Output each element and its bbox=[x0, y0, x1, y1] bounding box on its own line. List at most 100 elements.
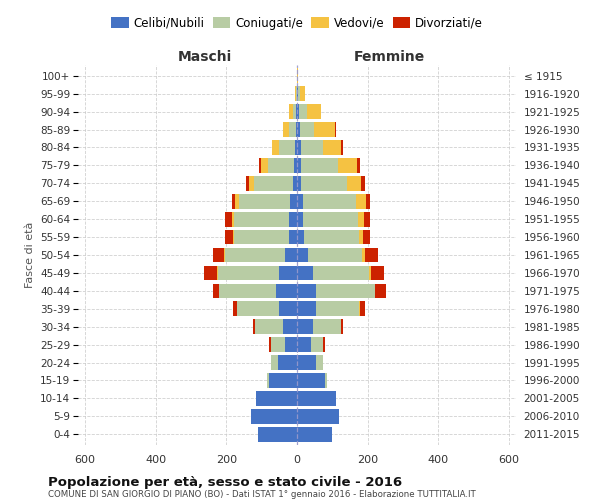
Bar bbox=[268, 158, 294, 172]
Bar bbox=[280, 140, 295, 155]
Bar bbox=[296, 122, 297, 137]
Bar bbox=[311, 338, 323, 352]
Bar bbox=[224, 248, 284, 262]
Bar bbox=[364, 212, 370, 226]
Bar bbox=[269, 338, 271, 352]
Bar bbox=[289, 230, 297, 244]
Bar bbox=[297, 194, 302, 208]
Bar bbox=[284, 248, 297, 262]
Bar bbox=[280, 302, 297, 316]
Y-axis label: Fasce di età: Fasce di età bbox=[25, 222, 35, 288]
Bar bbox=[233, 302, 236, 316]
Bar bbox=[366, 194, 370, 208]
Bar bbox=[361, 176, 365, 190]
Bar bbox=[278, 355, 297, 370]
Bar bbox=[365, 248, 377, 262]
Bar bbox=[316, 302, 359, 316]
Bar bbox=[362, 248, 365, 262]
Bar bbox=[297, 373, 325, 388]
Legend: Celibi/Nubili, Coniugati/e, Vedovi/e, Divorziati/e: Celibi/Nubili, Coniugati/e, Vedovi/e, Di… bbox=[106, 12, 488, 34]
Bar bbox=[254, 176, 293, 190]
Bar bbox=[314, 122, 335, 137]
Bar bbox=[235, 194, 239, 208]
Bar bbox=[335, 122, 336, 137]
Bar bbox=[248, 176, 254, 190]
Bar bbox=[356, 194, 366, 208]
Bar bbox=[297, 140, 301, 155]
Bar bbox=[283, 320, 297, 334]
Bar bbox=[297, 158, 301, 172]
Bar bbox=[232, 212, 235, 226]
Bar bbox=[301, 158, 338, 172]
Bar bbox=[260, 158, 268, 172]
Bar bbox=[308, 248, 362, 262]
Bar bbox=[295, 86, 296, 101]
Bar bbox=[341, 140, 343, 155]
Bar bbox=[297, 320, 313, 334]
Bar bbox=[313, 320, 341, 334]
Bar bbox=[218, 266, 280, 280]
Bar bbox=[213, 248, 224, 262]
Bar bbox=[300, 86, 305, 101]
Bar bbox=[205, 266, 217, 280]
Bar bbox=[293, 176, 297, 190]
Bar bbox=[297, 176, 301, 190]
Bar bbox=[299, 104, 307, 119]
Bar bbox=[235, 212, 289, 226]
Bar bbox=[376, 284, 386, 298]
Bar bbox=[233, 230, 235, 244]
Bar bbox=[297, 104, 299, 119]
Bar bbox=[271, 355, 278, 370]
Bar bbox=[370, 266, 371, 280]
Bar bbox=[225, 212, 232, 226]
Bar bbox=[269, 373, 297, 388]
Bar bbox=[297, 338, 311, 352]
Bar bbox=[297, 248, 308, 262]
Bar bbox=[297, 266, 313, 280]
Bar bbox=[316, 355, 323, 370]
Bar bbox=[304, 230, 359, 244]
Bar bbox=[297, 409, 340, 424]
Bar bbox=[371, 266, 383, 280]
Bar bbox=[302, 194, 356, 208]
Bar bbox=[300, 122, 314, 137]
Bar bbox=[363, 230, 370, 244]
Bar bbox=[289, 104, 293, 119]
Bar bbox=[297, 391, 336, 406]
Bar bbox=[239, 194, 290, 208]
Bar bbox=[276, 284, 297, 298]
Bar bbox=[283, 122, 289, 137]
Bar bbox=[338, 158, 357, 172]
Bar bbox=[271, 338, 284, 352]
Text: COMUNE DI SAN GIORGIO DI PIANO (BO) - Dati ISTAT 1° gennaio 2016 - Elaborazione : COMUNE DI SAN GIORGIO DI PIANO (BO) - Da… bbox=[48, 490, 476, 499]
Bar bbox=[232, 194, 235, 208]
Bar bbox=[246, 176, 248, 190]
Bar bbox=[323, 338, 325, 352]
Bar bbox=[289, 122, 296, 137]
Bar bbox=[375, 284, 376, 298]
Bar bbox=[293, 104, 296, 119]
Bar bbox=[259, 158, 260, 172]
Bar bbox=[297, 355, 316, 370]
Bar bbox=[219, 284, 276, 298]
Text: Popolazione per età, sesso e stato civile - 2016: Popolazione per età, sesso e stato civil… bbox=[48, 476, 402, 489]
Bar bbox=[253, 320, 254, 334]
Bar bbox=[289, 212, 297, 226]
Bar bbox=[290, 194, 297, 208]
Bar bbox=[212, 284, 219, 298]
Bar bbox=[254, 320, 283, 334]
Bar bbox=[297, 284, 316, 298]
Bar bbox=[237, 302, 280, 316]
Bar bbox=[280, 266, 297, 280]
Bar bbox=[357, 158, 360, 172]
Bar bbox=[359, 302, 365, 316]
Bar bbox=[297, 86, 298, 101]
Bar bbox=[267, 373, 269, 388]
Bar bbox=[256, 391, 297, 406]
Bar bbox=[301, 140, 323, 155]
Bar bbox=[359, 230, 363, 244]
Bar bbox=[301, 176, 347, 190]
Bar bbox=[294, 158, 297, 172]
Bar bbox=[217, 266, 218, 280]
Bar bbox=[307, 104, 320, 119]
